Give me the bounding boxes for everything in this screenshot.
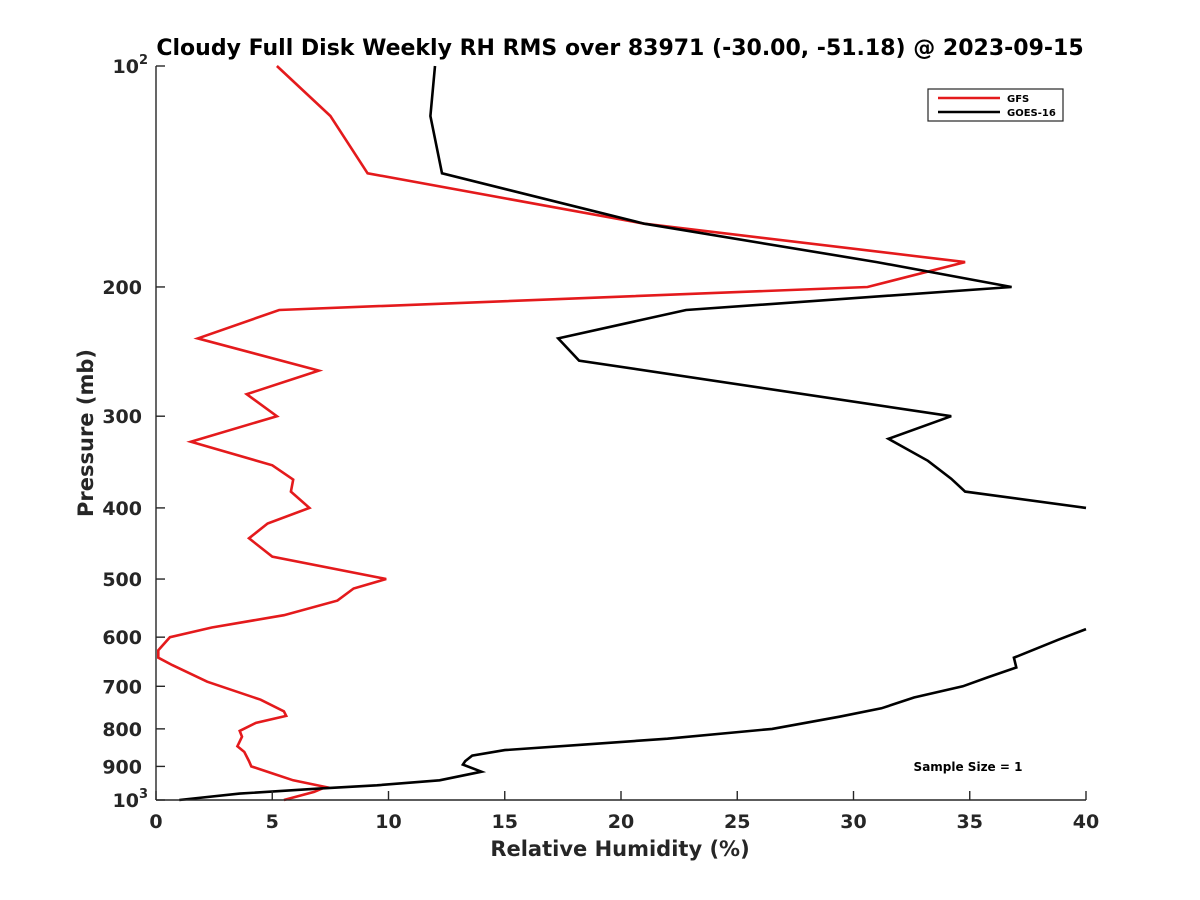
chart-title: Cloudy Full Disk Weekly RH RMS over 8397…: [156, 36, 1083, 61]
y-tick-label: 102: [113, 53, 149, 78]
series-line-goes-16: [179, 65, 1087, 802]
y-tick-label: 600: [102, 627, 142, 649]
y-tick-label: 700: [102, 676, 142, 698]
y-axis: 102 200 300 400 500 600 700 800 900 103: [102, 53, 165, 812]
sample-size-annotation: Sample Size = 1: [914, 760, 1023, 774]
x-tick-label: 30: [840, 811, 866, 833]
x-tick-label: 20: [608, 811, 634, 833]
y-axis-label: Pressure (mb): [74, 349, 98, 517]
y-tick-label: 400: [102, 498, 142, 520]
y-tick-label: 800: [102, 719, 142, 741]
plot-background: [156, 66, 1086, 800]
y-tick-label: 300: [102, 406, 142, 428]
legend-label: GOES-16: [1007, 108, 1056, 119]
x-tick-label: 25: [724, 811, 750, 833]
x-tick-label: 15: [492, 811, 518, 833]
series-line-gfs: [157, 65, 966, 802]
x-tick-label: 40: [1073, 811, 1099, 833]
y-tick-label: 103: [113, 787, 149, 812]
x-tick-label: 10: [375, 811, 401, 833]
x-tick-label: 35: [957, 811, 983, 833]
legend-label: GFS: [1007, 94, 1029, 105]
legend-box: [927, 88, 1064, 122]
y-tick-label: 900: [102, 756, 142, 778]
legend: GFS GOES-16: [927, 88, 1064, 122]
y-tick-label: 500: [102, 569, 142, 591]
x-tick-label: 0: [149, 811, 162, 833]
x-axis-label: Relative Humidity (%): [490, 837, 749, 861]
series-layer: [157, 65, 1087, 802]
x-axis: 0 5 10 15 20 25 30 35 40: [149, 791, 1099, 833]
y-tick-label: 200: [102, 277, 142, 299]
x-tick-label: 5: [266, 811, 279, 833]
plot-area: [156, 66, 1086, 800]
